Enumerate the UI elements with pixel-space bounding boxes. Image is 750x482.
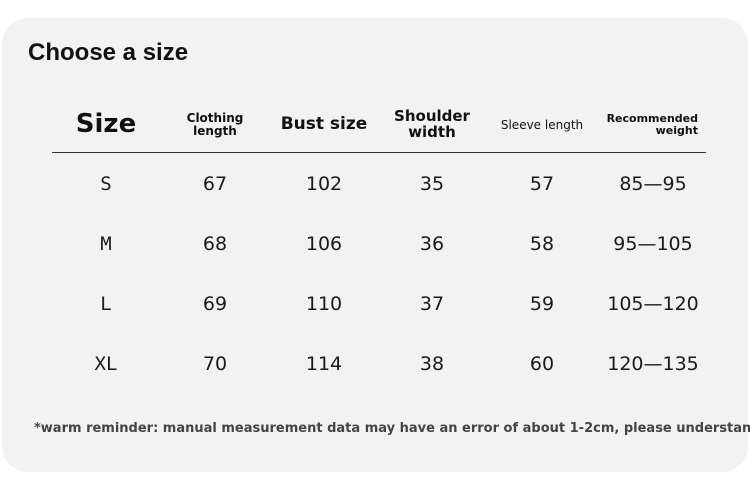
header-divider (52, 152, 706, 153)
cell-recommended-weight: 105—120 (607, 293, 699, 315)
table-row: XL 70 114 38 60 120—135 (52, 334, 706, 394)
table-row: M 68 106 36 58 95—105 (52, 214, 706, 274)
cell-size: M (100, 233, 112, 255)
table-header-row: Size Clothing length Bust size Shoulder wi… (52, 98, 706, 152)
cell-shoulder-width: 35 (419, 173, 445, 195)
cell-shoulder-width: 37 (419, 293, 445, 315)
cell-recommended-weight: 85—95 (619, 173, 687, 195)
cell-clothing-length: 67 (202, 173, 228, 195)
header-shoulder-width-line1: Shoulder (394, 107, 470, 126)
cell-sleeve-length: 57 (529, 173, 555, 195)
cell-bust-size: 106 (305, 233, 343, 255)
page-title: Choose a size (28, 39, 189, 66)
header-size: Size (75, 109, 137, 140)
cell-shoulder-width: 38 (419, 353, 445, 375)
cell-shoulder-width: 36 (419, 233, 445, 255)
table-row: S 67 102 35 57 85—95 (52, 154, 706, 214)
size-chart-card (2, 18, 748, 472)
cell-size: S (100, 173, 112, 195)
cell-sleeve-length: 58 (529, 233, 555, 255)
header-clothing-length-line2: length (193, 124, 237, 138)
cell-sleeve-length: 60 (529, 353, 555, 375)
cell-bust-size: 114 (305, 353, 343, 375)
header-clothing-length-line1: Clothing (186, 111, 244, 126)
header-recommended-weight: Recommended weight (600, 98, 706, 152)
cell-clothing-length: 70 (202, 353, 228, 375)
measurement-reminder-note: *warm reminder: manual measurement data … (34, 421, 750, 436)
cell-recommended-weight: 95—105 (613, 233, 693, 255)
cell-clothing-length: 68 (202, 233, 228, 255)
cell-recommended-weight: 120—135 (607, 353, 699, 375)
header-bust-size: Bust size (280, 114, 368, 135)
cell-bust-size: 102 (305, 173, 343, 195)
header-clothing-length: Clothing length (170, 98, 260, 152)
header-shoulder-width-line2: width (408, 123, 456, 141)
header-shoulder-width: Shoulder width (388, 98, 476, 152)
header-recommended-weight-line1: Recommended (606, 112, 698, 126)
cell-sleeve-length: 59 (529, 293, 555, 315)
cell-bust-size: 110 (305, 293, 343, 315)
header-sleeve-length: Sleeve length (500, 117, 584, 132)
header-recommended-weight-line2: weight (655, 124, 698, 137)
table-row: L 69 110 37 59 105—120 (52, 274, 706, 334)
cell-size: L (100, 293, 112, 315)
cell-size: XL (94, 353, 118, 375)
cell-clothing-length: 69 (202, 293, 228, 315)
